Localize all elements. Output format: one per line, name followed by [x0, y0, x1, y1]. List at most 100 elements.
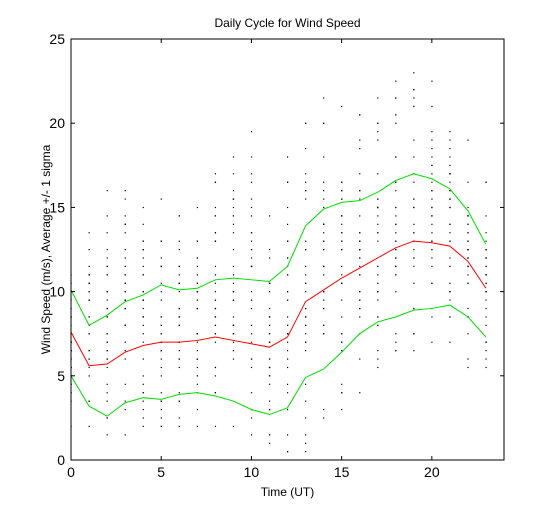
scatter-point — [431, 232, 433, 234]
scatter-point — [485, 291, 487, 293]
scatter-point — [305, 173, 307, 175]
scatter-point — [341, 274, 343, 276]
scatter-point — [268, 375, 271, 377]
scatter-point — [250, 156, 253, 158]
scatter-point — [467, 282, 469, 284]
scatter-point — [431, 131, 433, 133]
scatter-point — [431, 173, 433, 175]
scatter-point — [431, 147, 433, 150]
scatter-point — [106, 366, 108, 369]
scatter-point — [106, 341, 108, 343]
scatter-point — [359, 299, 361, 301]
scatter-point — [431, 316, 433, 318]
scatter-point — [341, 215, 343, 217]
scatter-point — [341, 223, 343, 225]
scatter-point — [232, 232, 235, 234]
scatter-point — [287, 366, 289, 369]
scatter-point — [250, 434, 253, 436]
scatter-point — [305, 341, 307, 343]
scatter-point — [485, 307, 487, 310]
scatter-point — [413, 249, 415, 251]
scatter-point — [485, 249, 487, 251]
scatter-point — [377, 350, 379, 352]
scatter-point — [431, 215, 433, 217]
y-tick-label: 25 — [49, 31, 65, 47]
scatter-point — [323, 232, 325, 234]
scatter-point — [377, 131, 379, 133]
scatter-point — [341, 333, 343, 335]
scatter-point — [467, 366, 469, 369]
x-axis-label: Time (UT) — [261, 485, 315, 499]
scatter-point — [106, 392, 108, 394]
scatter-point — [287, 434, 289, 436]
scatter-point — [106, 358, 108, 360]
scatter-point — [467, 206, 469, 209]
scatter-point — [250, 265, 253, 268]
scatter-point — [106, 249, 108, 251]
scatter-point — [449, 257, 451, 259]
scatter-point — [377, 215, 379, 217]
scatter-point — [305, 383, 307, 385]
scatter-point — [232, 341, 235, 343]
scatter-point — [88, 366, 90, 369]
scatter-point — [341, 282, 343, 284]
scatter-point — [323, 249, 325, 251]
scatter-point — [196, 358, 198, 360]
x-tick-label: 0 — [67, 464, 75, 480]
scatter-point — [449, 223, 451, 225]
scatter-point — [214, 307, 217, 310]
scatter-point — [467, 333, 469, 335]
scatter-point — [160, 240, 162, 242]
scatter-point — [287, 358, 289, 360]
scatter-point — [232, 358, 235, 360]
scatter-point — [467, 274, 469, 276]
scatter-point — [160, 366, 162, 369]
scatter-point — [323, 156, 325, 158]
scatter-point — [323, 181, 325, 183]
scatter-point — [124, 249, 126, 251]
scatter-point — [196, 333, 198, 335]
y-tick-label: 0 — [57, 452, 65, 468]
scatter-point — [178, 392, 180, 394]
scatter-point — [395, 190, 397, 192]
scatter-point — [232, 173, 235, 175]
scatter-point — [485, 265, 487, 268]
scatter-point — [377, 206, 379, 209]
scatter-point — [214, 366, 217, 369]
scatter-point — [160, 299, 162, 301]
scatter-point — [287, 333, 289, 335]
scatter-point — [178, 350, 180, 352]
scatter-point — [485, 181, 487, 183]
scatter-point — [196, 299, 198, 301]
scatter-point — [359, 358, 361, 360]
scatter-point — [250, 392, 253, 394]
scatter-point — [196, 206, 198, 209]
scatter-point — [160, 291, 162, 293]
scatter-point — [250, 206, 253, 209]
scatter-point — [178, 291, 180, 293]
scatter-point — [341, 249, 343, 251]
scatter-point — [377, 291, 379, 293]
scatter-point — [124, 299, 126, 301]
scatter-point — [196, 425, 198, 428]
scatter-point — [287, 350, 289, 352]
scatter-point — [341, 181, 343, 183]
scatter-point — [178, 215, 180, 217]
scatter-point — [413, 265, 415, 268]
scatter-point — [467, 232, 469, 234]
scatter-point — [431, 206, 433, 209]
scatter-point — [287, 341, 289, 343]
scatter-point — [359, 215, 361, 217]
scatter-point — [124, 408, 126, 411]
scatter-point — [395, 291, 397, 293]
scatter-point — [323, 333, 325, 335]
scatter-point — [305, 291, 307, 293]
scatter-point — [178, 324, 180, 326]
scatter-point — [196, 291, 198, 293]
scatter-point — [467, 257, 469, 259]
scatter-point — [232, 156, 235, 158]
scatter-point — [287, 408, 289, 411]
scatter-point — [268, 257, 271, 259]
y-tick-label: 20 — [49, 115, 65, 131]
